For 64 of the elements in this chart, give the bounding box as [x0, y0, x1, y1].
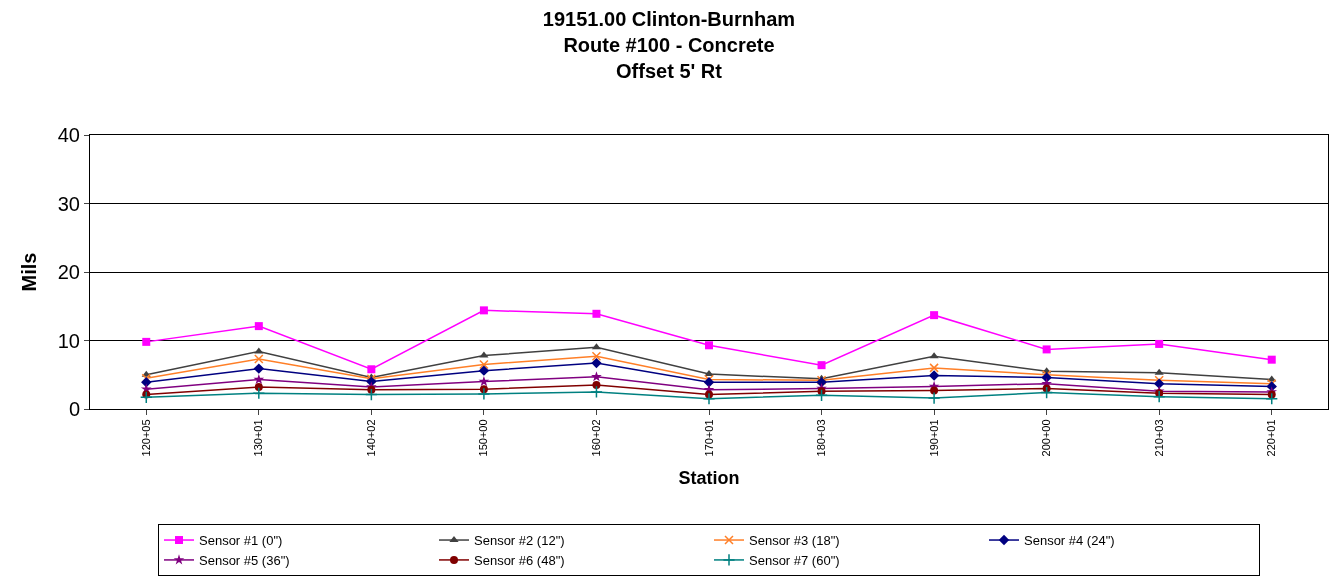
point [592, 309, 601, 318]
point [252, 386, 266, 400]
point [1155, 339, 1164, 348]
point [367, 365, 376, 374]
legend-label: Sensor #2 (12") [474, 533, 565, 549]
x-tick-label: 180+03 [815, 419, 828, 457]
point [817, 361, 826, 370]
point [477, 387, 491, 401]
point [479, 359, 489, 370]
point [592, 381, 601, 390]
x-tick-label: 140+02 [364, 419, 377, 457]
y-tick-label: 40 [57, 124, 80, 146]
x-tick-label: 160+02 [590, 419, 603, 457]
point [479, 306, 488, 315]
point [815, 388, 828, 402]
point [930, 311, 939, 320]
chart-title: 19151.00 Clinton-Burnham Route #100 - Concrete Offset 5' Rt [542, 8, 796, 83]
legend-label: Sensor #1 (0") [199, 533, 283, 549]
point [591, 351, 602, 362]
point [253, 373, 265, 385]
point [254, 322, 263, 331]
point [928, 370, 940, 381]
point [1153, 378, 1165, 389]
x-tick-label: 190+01 [927, 419, 940, 457]
point [479, 351, 489, 358]
y-tick-label: 10 [57, 329, 80, 352]
point [365, 388, 378, 401]
point [1152, 390, 1166, 404]
point [590, 385, 603, 399]
point [591, 357, 602, 369]
point [478, 376, 490, 387]
x-tick-label: 220+01 [1265, 419, 1278, 457]
y-tick-label: 20 [57, 261, 80, 283]
legend-label: Sensor #6 (48") [474, 553, 565, 568]
x-tick-label: 170+01 [702, 419, 715, 457]
legend-label: Sensor #5 (36") [199, 553, 290, 568]
point [927, 391, 941, 405]
legend-label: Sensor #3 (18") [749, 533, 840, 549]
point [1267, 355, 1276, 364]
point [1042, 345, 1051, 354]
legend-label: Sensor #7 (60") [749, 553, 840, 568]
point [253, 363, 265, 374]
point [705, 341, 713, 350]
x-tick-label: 120+05 [139, 419, 152, 457]
point [591, 371, 602, 382]
y-tick-label: 0 [68, 398, 80, 420]
point [1040, 386, 1053, 399]
legend-label: Sensor #4 (24") [1024, 533, 1115, 549]
x-tick-label: 210+03 [1152, 419, 1165, 457]
point [142, 337, 151, 346]
point [1265, 392, 1279, 406]
x-tick-label: 130+01 [252, 419, 265, 457]
x-axis-title: Station [678, 467, 740, 488]
y-axis-title: Mils [18, 252, 41, 292]
point [929, 363, 939, 373]
point [139, 391, 153, 404]
y-tick-label: 30 [57, 192, 80, 215]
point [1154, 368, 1164, 375]
x-tick-label: 200+00 [1040, 419, 1053, 457]
point [702, 392, 716, 406]
point [478, 365, 490, 376]
point [254, 354, 264, 364]
point [141, 377, 152, 388]
x-tick-label: 150+00 [477, 419, 490, 457]
